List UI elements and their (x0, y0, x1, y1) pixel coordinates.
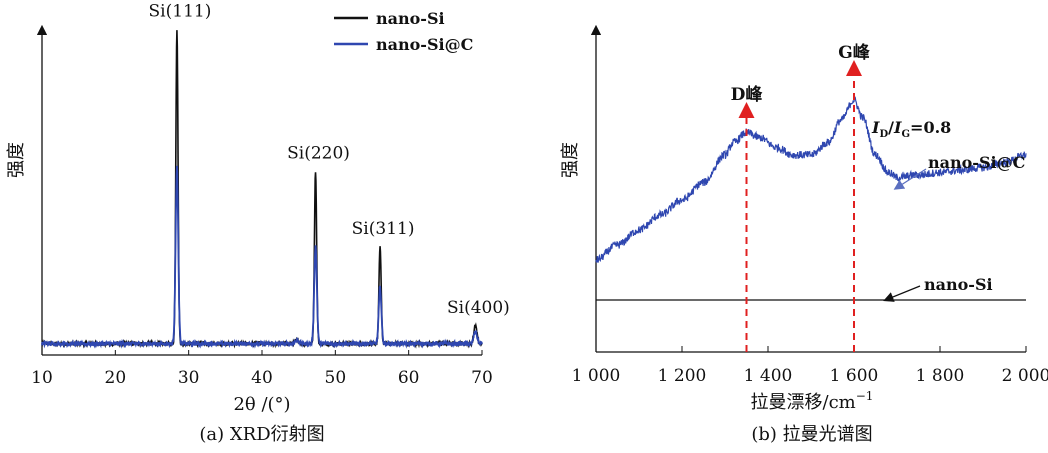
xrd-caption: (a) XRD衍射图 (199, 424, 324, 445)
legend-label-nano-si: nano-Si (376, 9, 445, 28)
raman-x-tick-label: 1 000 (572, 366, 621, 386)
xrd-x-tick-label: 30 (178, 368, 200, 388)
xrd-x-label: 2θ /(°) (233, 394, 290, 415)
xrd-series-nano-si (41, 30, 483, 349)
xrd-peak-label: Si(311) (352, 219, 415, 239)
raman-chart: 1 000 1 200 1 400 1 600 1 800 2 000 D峰 G峰 强度 拉… (560, 24, 1048, 445)
raman-caption: (b) 拉曼光谱图 (751, 424, 872, 445)
raman-series-nano-si-c (595, 95, 1027, 263)
xrd-x-tick-label: 70 (471, 368, 493, 388)
xrd-peak-label: Si(220) (287, 143, 350, 163)
label-arrow-nano-si-c (893, 168, 927, 190)
raman-peak-label: G峰 (838, 42, 871, 63)
xrd-x-tick-label: 10 (31, 368, 53, 388)
raman-x-tick-label: 2 000 (1002, 366, 1048, 386)
label-arrow-nano-si (883, 285, 921, 302)
raman-x-label: 拉曼漂移/cm−1 (751, 389, 874, 413)
raman-x-tick-label: 1 600 (830, 366, 879, 386)
xrd-peak-label: Si(111) (149, 2, 212, 22)
xrd-y-label: 强度 (6, 142, 27, 178)
raman-peak-label: D峰 (731, 84, 764, 105)
xrd-peak-label: Si(400) (447, 298, 510, 318)
raman-x-tick-label: 1 200 (658, 366, 707, 386)
xrd-series-nano-si-c (41, 165, 483, 349)
raman-x-label-main: 拉曼漂移/cm (751, 392, 856, 413)
raman-x-label-sup: −1 (856, 389, 874, 403)
raman-y-label: 强度 (560, 142, 581, 178)
xrd-x-tick-label: 50 (325, 368, 347, 388)
xrd-legend: nano-Si nano-Si@C (334, 9, 473, 54)
xrd-x-tick-label: 20 (105, 368, 127, 388)
legend-label-nano-si-c: nano-Si@C (376, 35, 473, 54)
raman-label-nano-si-c: nano-Si@C (928, 153, 1025, 172)
raman-x-tick-label: 1 800 (916, 366, 965, 386)
xrd-x-tick-label: 40 (251, 368, 273, 388)
ratio-annotation: ID/IG=0.8 (871, 118, 951, 140)
raman-label-nano-si: nano-Si (924, 275, 993, 294)
raman-x-tick-label: 1 400 (744, 366, 793, 386)
xrd-x-tick-label: 60 (398, 368, 420, 388)
xrd-chart: 10 20 30 40 50 60 70 Si(111) Si(220) Si(311) Si(4… (6, 2, 510, 445)
